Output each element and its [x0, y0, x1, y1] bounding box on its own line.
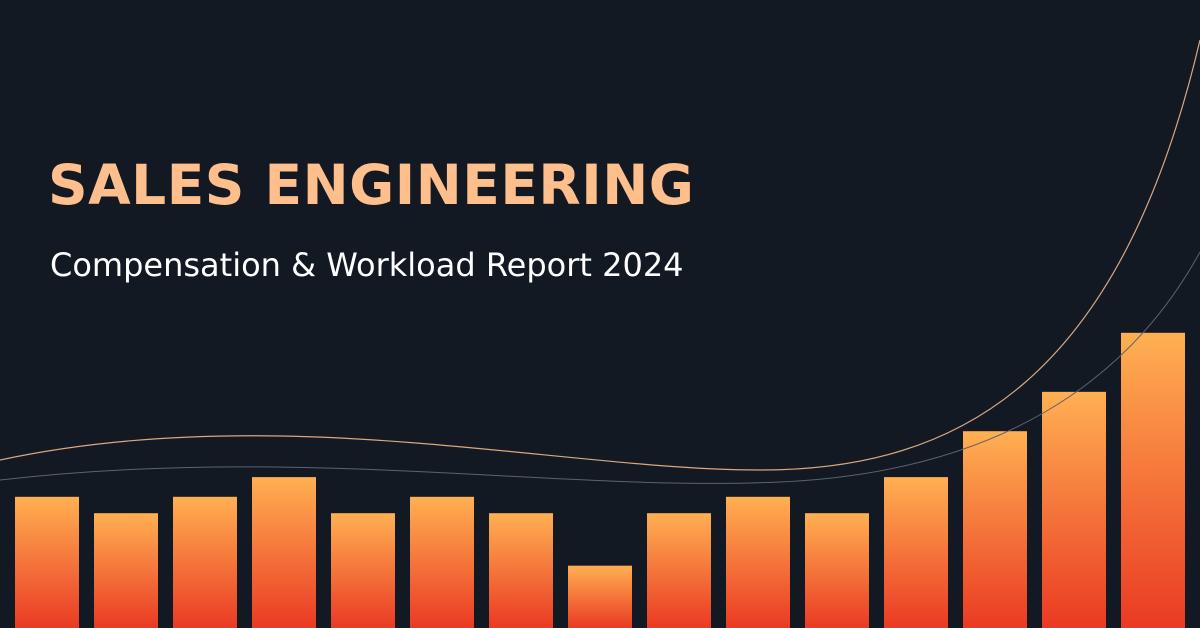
decorative-bar: [963, 431, 1027, 628]
report-subtitle: Compensation & Workload Report 2024: [50, 246, 684, 284]
decorative-bar: [1042, 391, 1106, 628]
decorative-curve-secondary: [0, 251, 1200, 484]
report-title: SALES ENGINEERING: [48, 153, 695, 217]
decorative-bar: [647, 513, 711, 628]
decorative-bar: [94, 513, 158, 628]
decorative-bar: [726, 496, 790, 628]
decorative-bar: [805, 513, 869, 628]
decorative-bars: [15, 332, 1185, 628]
decorative-bar: [884, 477, 948, 628]
decorative-bar: [252, 477, 316, 628]
decorative-curve-primary: [0, 39, 1200, 471]
decorative-bar: [331, 513, 395, 628]
decorative-bar: [410, 496, 474, 628]
decorative-bar: [489, 513, 553, 628]
decorative-bar: [568, 565, 632, 628]
decorative-bar: [173, 496, 237, 628]
decorative-bar: [15, 496, 79, 628]
decorative-bar: [1121, 332, 1185, 628]
